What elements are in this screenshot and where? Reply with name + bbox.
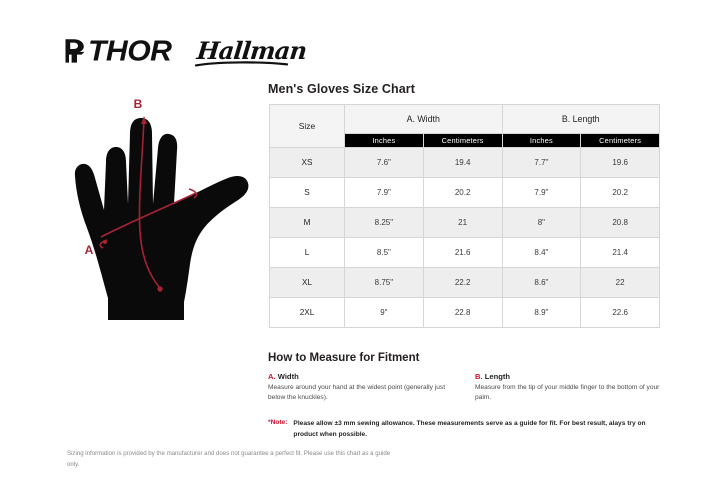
cell-length-cm: 22 bbox=[580, 267, 660, 298]
how-to-item-heading: A. Width bbox=[268, 372, 453, 381]
table-head-row-groups: Size A. Width B. Length bbox=[269, 104, 660, 148]
cell-length-cm: 21.4 bbox=[580, 237, 660, 268]
table-head: Size A. Width B. Length Inches Centimete… bbox=[269, 104, 660, 148]
cell-length-cm: 22.6 bbox=[580, 297, 660, 328]
hallman-logo: Hallman bbox=[194, 36, 307, 66]
how-to-measure-columns: A. Width Measure around your hand at the… bbox=[268, 372, 660, 403]
length-arrow-top bbox=[141, 116, 147, 124]
cell-width-cm: 21 bbox=[422, 207, 503, 238]
cell-width-in: 7.9" bbox=[344, 177, 424, 208]
chart-title: Men's Gloves Size Chart bbox=[268, 82, 415, 96]
table-row: 2XL 9" 22.8 8.9" 22.6 bbox=[269, 297, 660, 328]
cell-size: M bbox=[269, 207, 345, 238]
how-to-mark-a: A. bbox=[268, 372, 276, 381]
header-size: Size bbox=[269, 104, 345, 148]
thor-logo: THOR bbox=[63, 36, 172, 65]
figure-label-b: B bbox=[134, 97, 143, 111]
how-to-name-width: Width bbox=[277, 372, 299, 381]
cell-width-in: 8.25" bbox=[344, 207, 424, 238]
cell-size: XL bbox=[269, 267, 345, 298]
cell-length-in: 8" bbox=[501, 207, 582, 238]
footer-disclaimer: Sizing information is provided by the ma… bbox=[67, 450, 391, 468]
cell-width-in: 8.5" bbox=[344, 237, 424, 268]
brand-logo-bar: THOR Hallman bbox=[63, 33, 307, 69]
cell-length-cm: 19.6 bbox=[580, 147, 660, 178]
cell-width-cm: 22.8 bbox=[422, 297, 503, 328]
width-endpoint-dot bbox=[103, 240, 107, 244]
thor-wordmark: THOR bbox=[88, 34, 172, 67]
how-to-measure-title: How to Measure for Fitment bbox=[268, 352, 420, 364]
width-measure-line-a bbox=[100, 192, 197, 238]
table-row: L 8.5" 21.6 8.4" 21.4 bbox=[269, 237, 660, 268]
table-body: XS 7.6" 19.4 7.7" 19.6 S 7.9" 20.2 7.9" … bbox=[269, 147, 660, 328]
how-to-mark-b: B. bbox=[475, 372, 483, 381]
cell-length-cm: 20.8 bbox=[580, 207, 660, 238]
hand-measurement-figure: B A bbox=[68, 92, 264, 320]
hand-silhouette-icon bbox=[74, 118, 249, 320]
header-group-length: B. Length bbox=[501, 104, 660, 134]
cell-size: XS bbox=[269, 147, 345, 178]
how-to-text-length: Measure from the tip of your middle fing… bbox=[475, 384, 660, 402]
header-width-inches: Inches bbox=[344, 133, 424, 148]
cell-length-in: 8.4" bbox=[501, 237, 582, 268]
length-measure-line-b bbox=[138, 119, 161, 289]
note-text: Please allow ±3 mm sewing allowance. The… bbox=[293, 420, 646, 438]
cell-width-in: 7.6" bbox=[344, 147, 424, 178]
header-length-centimeters: Centimeters bbox=[580, 133, 660, 148]
cell-width-cm: 22.2 bbox=[422, 267, 503, 298]
how-to-item-length: B. Length Measure from the tip of your m… bbox=[475, 372, 660, 403]
how-to-text-width: Measure around your hand at the widest p… bbox=[268, 384, 446, 402]
header-length-inches: Inches bbox=[501, 133, 582, 148]
cell-size: 2XL bbox=[269, 297, 345, 328]
cell-width-in: 9" bbox=[344, 297, 424, 328]
table-row: XL 8.75" 22.2 8.6" 22 bbox=[269, 267, 660, 298]
table-row: XS 7.6" 19.4 7.7" 19.6 bbox=[269, 147, 660, 178]
cell-length-cm: 20.2 bbox=[580, 177, 660, 208]
cell-size: L bbox=[269, 237, 345, 268]
cell-width-cm: 19.4 bbox=[422, 147, 503, 178]
table-row: S 7.9" 20.2 7.9" 20.2 bbox=[269, 177, 660, 208]
how-to-name-length: Length bbox=[484, 372, 511, 381]
cell-size: S bbox=[269, 177, 345, 208]
table-row: M 8.25" 21 8" 20.8 bbox=[269, 207, 660, 238]
cell-length-in: 7.9" bbox=[501, 177, 582, 208]
cell-width-cm: 21.6 bbox=[422, 237, 503, 268]
cell-length-in: 8.9" bbox=[501, 297, 582, 328]
cell-width-cm: 20.2 bbox=[422, 177, 503, 208]
length-endpoint-dot bbox=[157, 286, 163, 292]
cell-length-in: 8.6" bbox=[501, 267, 582, 298]
note-label: *Note: bbox=[268, 419, 288, 426]
width-arrow-right bbox=[188, 188, 198, 199]
cell-width-in: 8.75" bbox=[344, 267, 424, 298]
thor-hammer-icon bbox=[65, 39, 85, 63]
figure-label-a: A bbox=[85, 243, 94, 257]
hand-diagram-svg: B A bbox=[74, 97, 249, 320]
how-to-item-width: A. Width Measure around your hand at the… bbox=[268, 372, 453, 403]
cell-length-in: 7.7" bbox=[501, 147, 582, 178]
size-chart-table: Size A. Width B. Length Inches Centimete… bbox=[269, 104, 660, 328]
hallman-swash-icon bbox=[194, 60, 288, 66]
header-width-centimeters: Centimeters bbox=[422, 133, 503, 148]
note-section: *Note: Please allow ±3 mm sewing allowan… bbox=[268, 419, 660, 440]
how-to-measure-section: How to Measure for Fitment A. Width Meas… bbox=[268, 352, 660, 403]
how-to-item-heading: B. Length bbox=[475, 372, 660, 381]
header-group-width: A. Width bbox=[344, 104, 503, 134]
